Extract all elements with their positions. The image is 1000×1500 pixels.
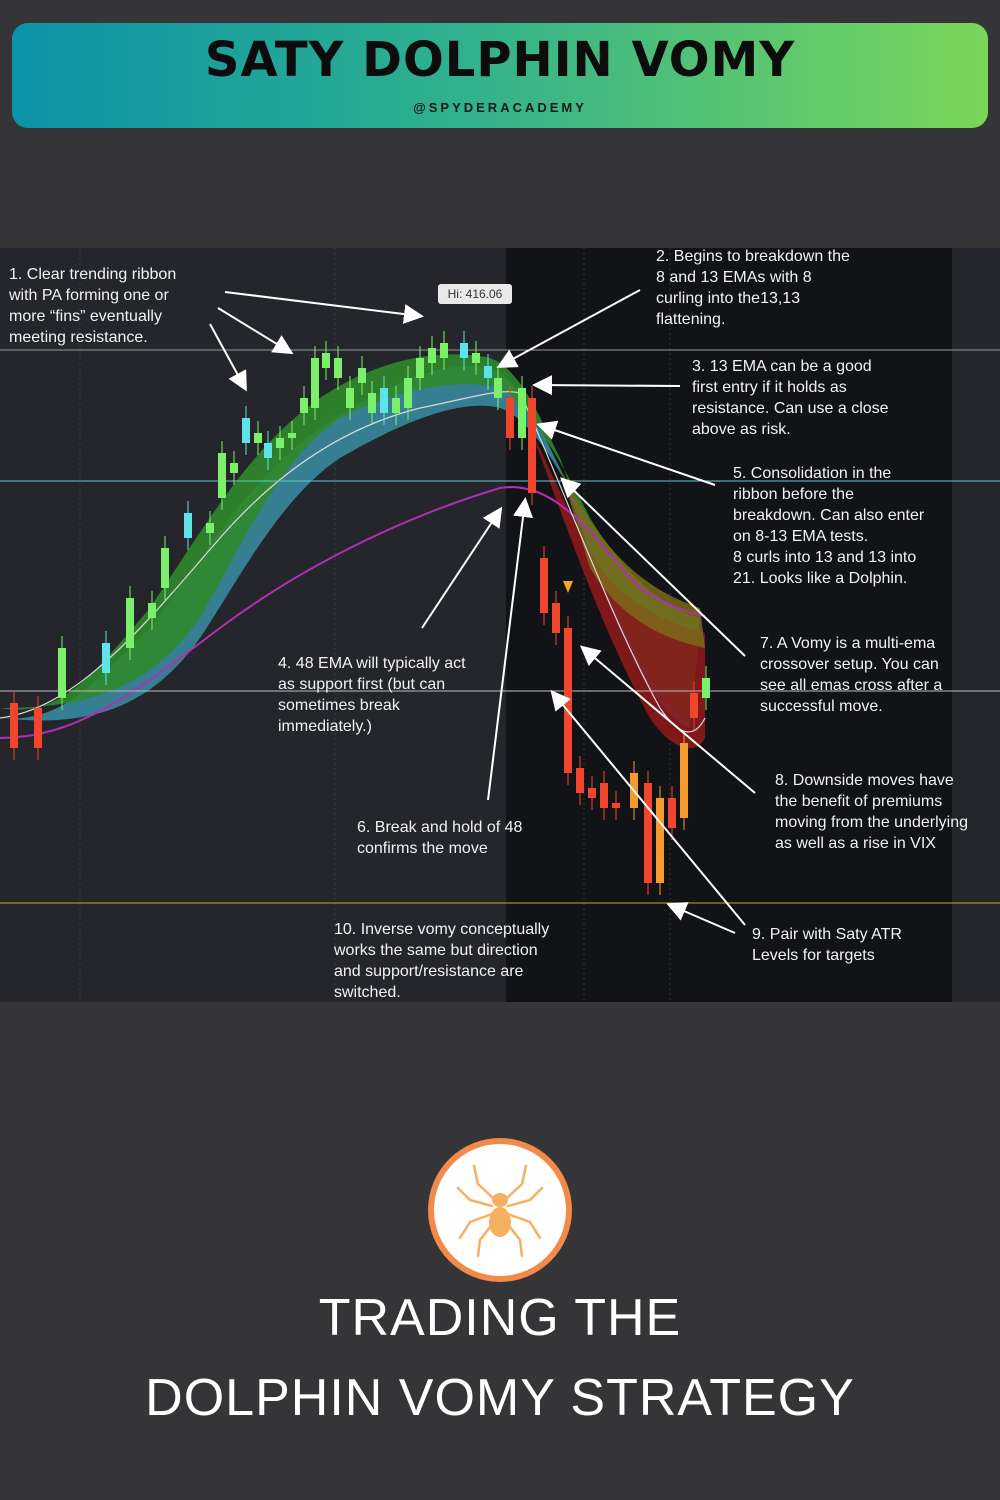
candle [506,398,514,438]
candle [58,648,66,698]
annotation-arrow [217,307,294,355]
candle [264,443,272,458]
page-title: SATY DOLPHIN VOMY [204,32,796,88]
candle [540,558,548,613]
candle [242,418,250,443]
spider-icon [456,1164,544,1258]
shaded-region [506,248,952,1002]
price-chart [0,248,1000,1002]
candle [218,453,226,498]
candle [34,708,42,748]
candle [528,398,536,493]
annotation-arrow [666,902,736,934]
candle [600,783,608,808]
candle [552,603,560,633]
annotation-arrow [224,291,424,324]
candle [656,798,664,883]
candle [460,343,468,358]
candle [311,358,319,408]
annotation-3: 3. 13 EMA can be a good first entry if i… [692,358,889,438]
candle [346,388,354,408]
candle [588,788,596,798]
candle [644,783,652,883]
annotation-2: 2. Begins to breakdown the 8 and 13 EMAs… [656,248,850,328]
annotation-5: 5. Consolidation in the ribbon before th… [733,465,925,587]
annotation-1: 1. Clear trending ribbon with PA forming… [9,266,177,346]
annotation-arrow [496,289,641,368]
chart-canvas [0,248,1000,1002]
candle [10,703,18,748]
annotation-arrow [550,689,746,926]
candle [404,378,412,408]
candle [518,388,526,438]
candle [668,798,676,828]
candle [276,438,284,448]
annotation-arrow [532,375,681,396]
annotation-4: 4. 48 EMA will typically act as support … [278,655,466,735]
candle [102,643,110,673]
candle [322,353,330,368]
ema-ribbon-green [0,354,700,718]
handle-label: @SPYDERACADEMY [413,100,587,115]
ema8-line [0,391,706,733]
annotation-arrow [579,645,756,794]
candle [416,358,424,378]
annotation-6: 6. Break and hold of 48 confirms the mov… [357,819,523,857]
candle [392,398,400,413]
signal-arrow [563,581,573,593]
candle [612,803,620,808]
title-banner [12,23,988,128]
candle [440,343,448,358]
candle [380,388,388,413]
candle [428,348,436,363]
candle [184,513,192,538]
candle [564,628,572,773]
candle [300,398,308,413]
candle [288,433,296,438]
candle [368,393,376,413]
annotation-arrow [560,477,746,657]
annotation-7: 7. A Vomy is a multi-ema crossover setup… [760,635,943,715]
candle [148,603,156,618]
annotation-arrow [487,497,533,801]
ema-ribbon-olive [560,468,705,648]
annotation-arrow [421,506,503,629]
candle [494,378,502,398]
candle [358,368,366,383]
annotation-9: 9. Pair with Saty ATR Levels for targets [752,926,902,964]
candle [484,366,492,378]
candle [576,768,584,793]
candle [472,353,480,363]
annotation-10: 10. Inverse vomy conceptually works the … [334,921,550,1001]
candle [334,358,342,378]
ema48-line [0,486,706,739]
footer-line-1: TRADING THE [318,1289,682,1347]
candle [690,693,698,718]
spyder-academy-logo [428,1138,572,1282]
high-price-label: Hi: 416.06 [438,284,512,304]
candle [206,523,214,533]
annotation-arrow [209,323,247,392]
candle [126,598,134,648]
footer-line-2: DOLPHIN VOMY STRATEGY [145,1369,855,1427]
candle [161,548,169,588]
candle [230,463,238,473]
candle [702,678,710,698]
candle [680,743,688,818]
annotation-8: 8. Downside moves have the benefit of pr… [775,772,968,852]
annotation-arrow [536,420,716,486]
candle [254,433,262,443]
